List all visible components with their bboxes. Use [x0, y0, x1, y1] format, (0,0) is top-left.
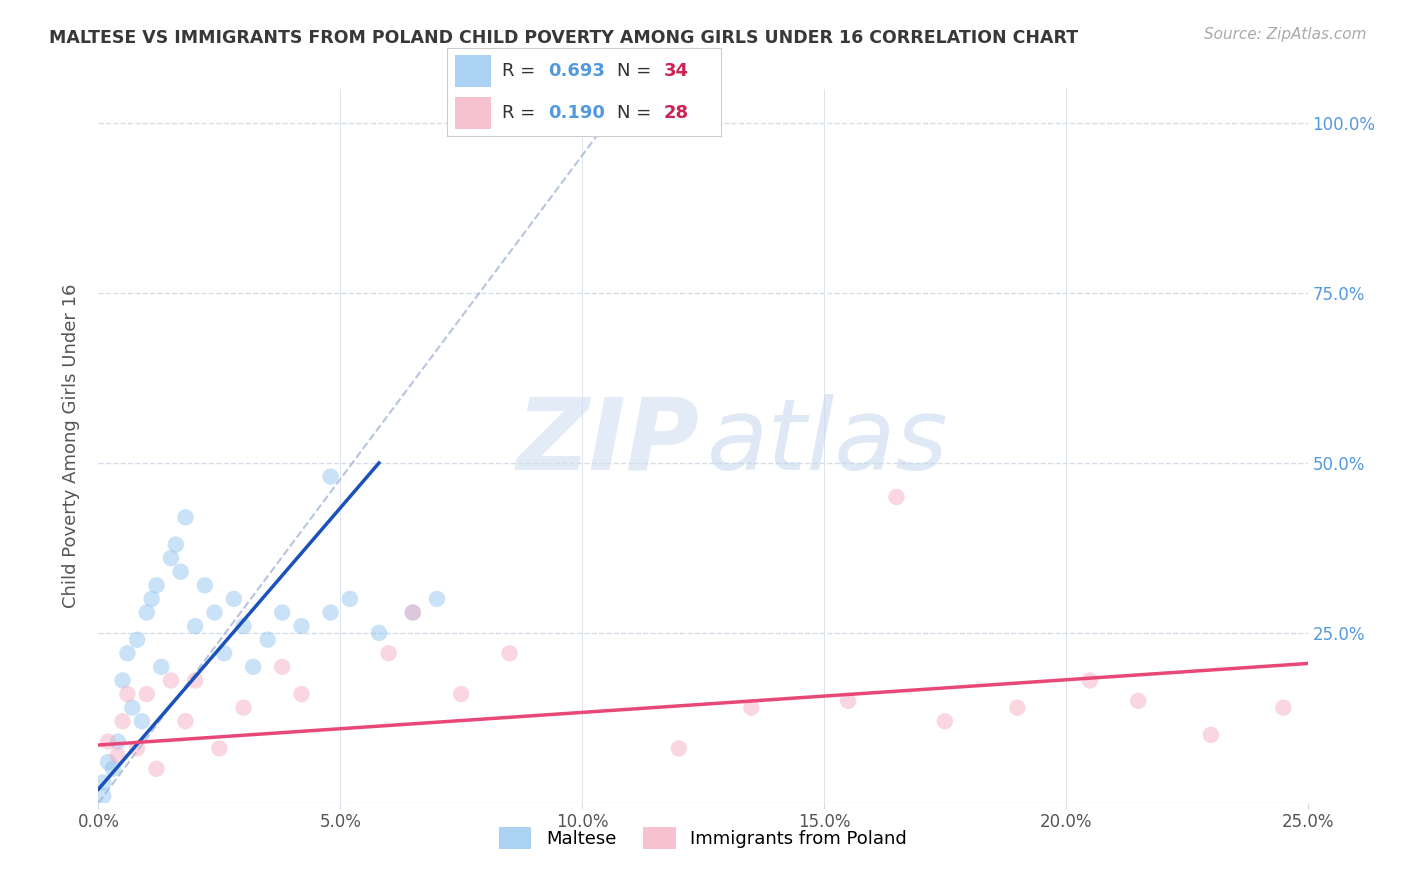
Point [145, 762, 167, 776]
Point [135, 687, 157, 701]
Point [169, 565, 191, 579]
Point [212, 646, 235, 660]
Text: 34: 34 [664, 62, 689, 80]
Point [450, 687, 472, 701]
Text: R =: R = [502, 62, 541, 80]
Point [117, 646, 139, 660]
Point [232, 619, 254, 633]
Point [222, 591, 245, 606]
Point [150, 660, 173, 674]
Point [165, 537, 187, 551]
Text: R =: R = [502, 103, 541, 122]
Point [91, 789, 114, 803]
Point [97, 734, 120, 748]
Point [319, 606, 342, 620]
Text: Source: ZipAtlas.com: Source: ZipAtlas.com [1204, 27, 1367, 42]
Point [127, 632, 149, 647]
Point [934, 714, 956, 729]
Point [131, 714, 153, 729]
Point [402, 606, 425, 620]
Point [1128, 694, 1150, 708]
Point [426, 591, 449, 606]
Point [1199, 728, 1222, 742]
Point [402, 606, 425, 620]
Legend: Maltese, Immigrants from Poland: Maltese, Immigrants from Poland [489, 818, 917, 858]
Point [127, 741, 149, 756]
Point [135, 606, 157, 620]
Point [319, 469, 342, 483]
Text: atlas: atlas [707, 394, 948, 491]
Point [160, 551, 183, 566]
Point [117, 687, 139, 701]
Point [368, 626, 391, 640]
Text: 0.190: 0.190 [548, 103, 606, 122]
Point [184, 673, 207, 688]
Point [837, 694, 859, 708]
Text: MALTESE VS IMMIGRANTS FROM POLAND CHILD POVERTY AMONG GIRLS UNDER 16 CORRELATION: MALTESE VS IMMIGRANTS FROM POLAND CHILD … [49, 29, 1078, 46]
Point [91, 775, 114, 789]
Point [498, 646, 520, 660]
Point [107, 748, 129, 763]
Point [377, 646, 399, 660]
Point [1007, 700, 1029, 714]
Point [339, 591, 361, 606]
Point [208, 741, 231, 756]
Point [740, 700, 762, 714]
Point [121, 700, 143, 714]
Point [174, 714, 197, 729]
Point [194, 578, 217, 592]
Text: ZIP: ZIP [516, 394, 699, 491]
Point [111, 714, 134, 729]
Point [1272, 700, 1295, 714]
Point [242, 660, 264, 674]
Point [290, 687, 312, 701]
Point [256, 632, 278, 647]
Point [204, 606, 226, 620]
Text: N =: N = [617, 103, 657, 122]
Text: N =: N = [617, 62, 657, 80]
Point [145, 578, 167, 592]
Point [1078, 673, 1101, 688]
Point [160, 673, 183, 688]
Point [107, 734, 129, 748]
Text: 0.693: 0.693 [548, 62, 606, 80]
Point [97, 755, 120, 769]
Point [174, 510, 197, 524]
Point [232, 700, 254, 714]
Point [184, 619, 207, 633]
Point [886, 490, 908, 504]
Y-axis label: Child Poverty Among Girls Under 16: Child Poverty Among Girls Under 16 [62, 284, 80, 608]
FancyBboxPatch shape [456, 97, 491, 128]
Point [141, 591, 163, 606]
Point [668, 741, 690, 756]
Text: 28: 28 [664, 103, 689, 122]
FancyBboxPatch shape [456, 55, 491, 87]
Point [290, 619, 312, 633]
Point [101, 762, 124, 776]
Point [111, 673, 134, 688]
Point [271, 660, 294, 674]
Point [271, 606, 294, 620]
